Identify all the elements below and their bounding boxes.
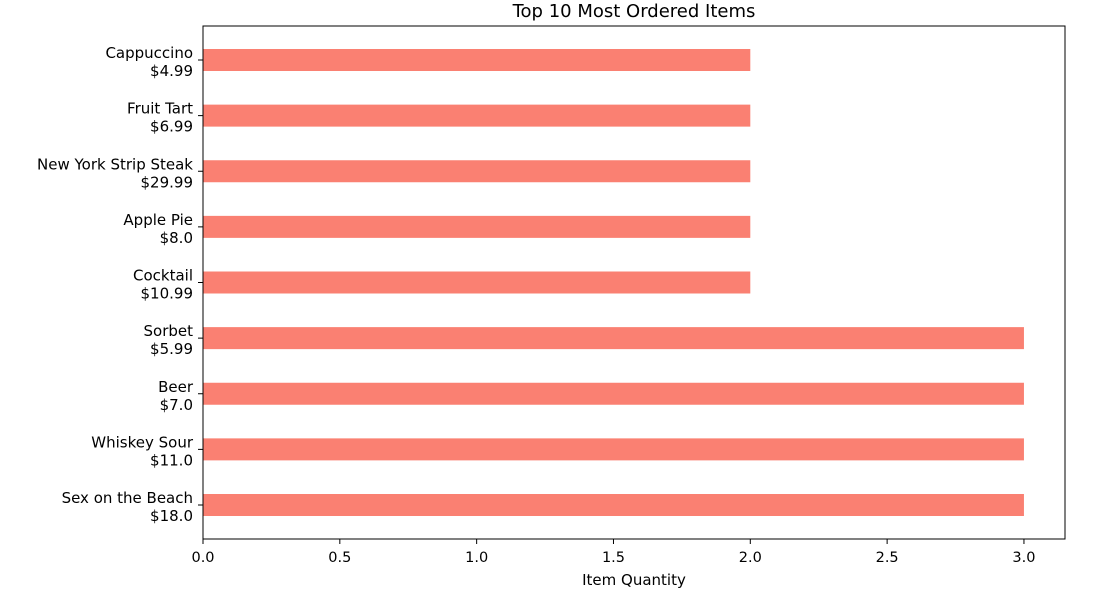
x-tick-label: 1.0 — [465, 550, 488, 566]
category-price-label: $5.99 — [150, 340, 193, 358]
category-price-label: $11.0 — [150, 451, 193, 469]
category-labels: Cappuccino$4.99 Fruit Tart$6.99 New York S… — [37, 44, 203, 525]
bars-layer — [203, 49, 1024, 516]
category-name-label: Sorbet — [144, 322, 194, 340]
x-axis-label: Item Quantity — [582, 571, 686, 589]
category-price-label: $8.0 — [160, 229, 193, 247]
x-tick-label: 2.0 — [739, 550, 762, 566]
category-price-label: $6.99 — [150, 118, 193, 136]
category-name-label: Whiskey Sour — [91, 433, 194, 451]
bar-0 — [203, 49, 751, 71]
category-name-label: Cocktail — [133, 267, 193, 285]
chart-title: Top 10 Most Ordered Items — [512, 1, 756, 22]
category-name-label: Apple Pie — [123, 211, 193, 229]
category-name-label: Beer — [158, 378, 194, 396]
bar-1 — [203, 104, 751, 127]
category-name-label: Cappuccino — [105, 44, 193, 62]
x-tick-label: 0.0 — [191, 550, 214, 566]
category-name-label: New York Strip Steak — [37, 155, 193, 173]
bar-7 — [203, 438, 1024, 461]
x-tick-label: 3.0 — [1012, 550, 1035, 566]
category-price-label: $10.99 — [141, 285, 194, 303]
x-ticks: 0.0 0.5 1.0 1.5 2.0 2.5 3.0 — [191, 539, 1035, 566]
bar-5 — [203, 327, 1024, 350]
category-price-label: $18.0 — [150, 507, 193, 525]
x-tick-label: 0.5 — [328, 550, 351, 566]
category-name-label: Fruit Tart — [127, 100, 193, 118]
bar-4 — [203, 271, 751, 294]
category-price-label: $7.0 — [160, 396, 193, 414]
bar-8 — [203, 494, 1024, 516]
bar-3 — [203, 215, 751, 238]
bar-2 — [203, 160, 751, 183]
x-tick-label: 1.5 — [602, 550, 625, 566]
category-name-label: Sex on the Beach — [62, 489, 193, 507]
category-price-label: $29.99 — [141, 173, 194, 191]
x-tick-label: 2.5 — [876, 550, 899, 566]
category-price-label: $4.99 — [150, 62, 193, 80]
bar-6 — [203, 382, 1024, 405]
plot-frame — [202, 25, 1066, 540]
